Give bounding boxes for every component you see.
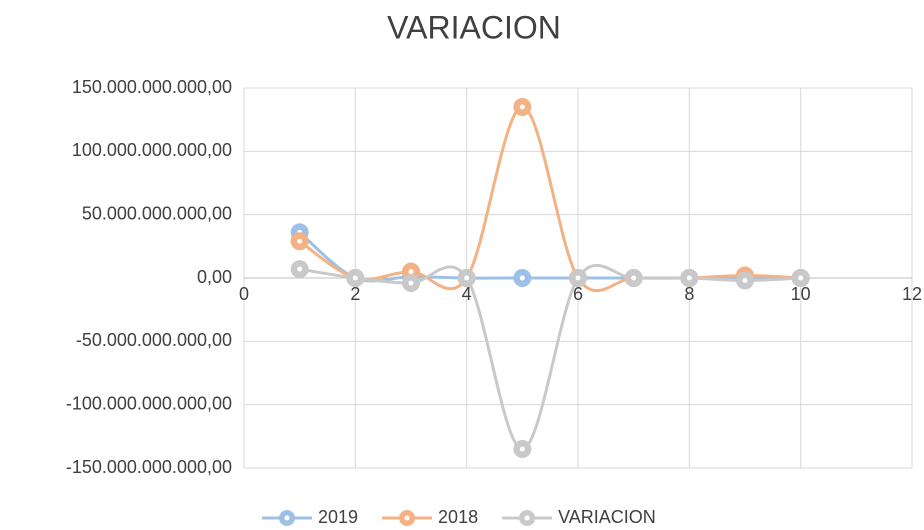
legend-item: 2018 [382, 507, 478, 527]
legend-marker-center [524, 515, 530, 521]
legend-label: VARIACION [558, 507, 656, 527]
legend-label: 2019 [318, 507, 358, 527]
data-point-center [519, 104, 525, 110]
data-point-center [464, 275, 470, 281]
data-point-center [575, 275, 581, 281]
data-point-center [686, 275, 692, 281]
x-tick-label: 8 [684, 284, 694, 304]
x-tick-label: 12 [902, 284, 922, 304]
x-tick-label: 4 [462, 284, 472, 304]
series-line [298, 263, 803, 451]
x-tick-label: 2 [350, 284, 360, 304]
y-tick-label: -100.000.000.000,00 [66, 393, 232, 413]
data-point-center [631, 275, 637, 281]
y-tick-label: 0,00 [197, 267, 232, 287]
x-tick-label: 6 [573, 284, 583, 304]
data-point-center [352, 275, 358, 281]
x-tick-label: 10 [791, 284, 811, 304]
data-point-center [408, 280, 414, 286]
chart-title: VARIACION [387, 9, 561, 45]
x-tick-label: 0 [239, 284, 249, 304]
legend-item: VARIACION [502, 507, 656, 527]
data-point-center [519, 275, 525, 281]
legend-item: 2019 [262, 507, 358, 527]
data-point-center [798, 275, 804, 281]
data-point-center [297, 238, 303, 244]
data-point-center [297, 266, 303, 272]
legend-marker-center [404, 515, 410, 521]
series-line [298, 105, 803, 293]
legend-label: 2018 [438, 507, 478, 527]
legend-marker-center [284, 515, 290, 521]
y-tick-label: -150.000.000.000,00 [66, 457, 232, 477]
data-point-center [742, 278, 748, 284]
y-tick-label: 50.000.000.000,00 [82, 203, 232, 223]
y-tick-label: -50.000.000.000,00 [76, 330, 232, 350]
data-point-center [408, 269, 414, 275]
y-tick-label: 150.000.000.000,00 [72, 77, 232, 97]
data-point-center [519, 446, 525, 452]
y-tick-label: 100.000.000.000,00 [72, 140, 232, 160]
series-line [298, 230, 803, 283]
